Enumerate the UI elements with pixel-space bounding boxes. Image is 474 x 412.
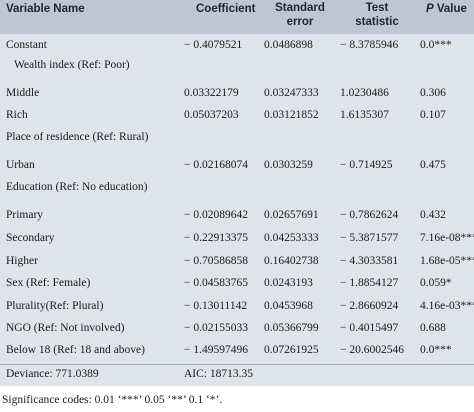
row-name: Below 18 (Ref: 18 and above): [6, 344, 145, 356]
group-label: Education (Ref: No education): [6, 181, 148, 193]
row-standard-error: 0.0303259: [264, 159, 313, 171]
table-row: Higher − 0.70586858 0.16402738 − 4.30335…: [0, 252, 474, 274]
header-ts-line2: statistic: [355, 16, 399, 28]
row-p-value: 1.68e-05***: [420, 255, 474, 267]
table-row: Middle 0.03322179 0.03247333 1.0230486 0…: [0, 84, 474, 106]
table-row: Secondary − 0.22913375 0.04253333 − 5.38…: [0, 229, 474, 251]
header-p-rest: Value: [433, 3, 467, 15]
table-row: Below 18 (Ref: 18 and above) − 1.4959749…: [0, 341, 474, 363]
row-test-statistic: − 0.4015497: [340, 322, 399, 334]
header-variable-name: Variable Name: [6, 3, 85, 15]
row-p-value: 0.0***: [420, 39, 452, 51]
header-se-line1: Standard: [275, 2, 325, 14]
row-standard-error: 0.0453968: [264, 300, 313, 312]
row-name: Secondary: [6, 232, 55, 244]
row-p-value: 0.306: [420, 87, 446, 99]
row-p-value: 0.0***: [420, 344, 452, 356]
row-standard-error: 0.02657691: [264, 209, 319, 221]
row-standard-error: 0.07261925: [264, 344, 319, 356]
header-se-line2: error: [286, 16, 314, 28]
aic-value: AIC: 18713.35: [184, 368, 253, 380]
row-test-statistic: − 0.7862624: [340, 209, 399, 221]
row-standard-error: 0.0486898: [264, 39, 313, 51]
row-coefficient: − 0.04583765: [184, 277, 248, 289]
row-standard-error: 0.04253333: [264, 232, 319, 244]
row-coefficient: − 0.02168074: [184, 159, 248, 171]
row-p-value: 0.688: [420, 322, 446, 334]
deviance-value: Deviance: 771.0389: [6, 368, 99, 380]
header-p-italic: P: [426, 3, 434, 15]
row-p-value: 0.432: [420, 209, 446, 221]
table-row: Urban − 0.02168074 0.0303259 − 0.714925 …: [0, 156, 474, 178]
row-name: Primary: [6, 209, 44, 221]
row-standard-error: 0.03247333: [264, 87, 319, 99]
group-label: Wealth index (Ref: Poor): [14, 59, 130, 71]
group-label: Place of residence (Ref: Rural): [6, 131, 149, 143]
row-test-statistic: − 1.8854127: [340, 277, 399, 289]
row-coefficient: − 1.49597496: [184, 344, 248, 356]
row-name: Sex (Ref: Female): [6, 277, 91, 289]
row-coefficient: − 0.4079521: [184, 39, 243, 51]
row-test-statistic: 1.6135307: [340, 109, 389, 121]
group-heading: Wealth index (Ref: Poor): [0, 56, 474, 78]
header-p-value: P Value: [426, 3, 467, 15]
row-standard-error: 0.0243193: [264, 277, 313, 289]
row-name: Middle: [6, 87, 40, 99]
row-test-statistic: − 8.3785946: [340, 39, 399, 51]
row-name: Higher: [6, 255, 38, 267]
row-coefficient: − 0.70586858: [184, 255, 248, 267]
row-name: NGO (Ref: Not involved): [6, 322, 125, 334]
row-coefficient: − 0.13011142: [184, 300, 248, 312]
table-header: Variable Name Coefficient Standard error …: [0, 0, 474, 34]
row-test-statistic: − 2.8660924: [340, 300, 399, 312]
table-footer: Deviance: 771.0389 AIC: 18713.35: [0, 364, 474, 386]
row-test-statistic: − 5.3871577: [340, 232, 399, 244]
row-coefficient: 0.03322179: [184, 87, 239, 99]
row-name: Rich: [6, 109, 28, 121]
row-coefficient: − 0.02089642: [184, 209, 248, 221]
row-name: Urban: [6, 159, 35, 171]
row-standard-error: 0.16402738: [264, 255, 319, 267]
row-coefficient: 0.05037203: [184, 109, 239, 121]
row-test-statistic: 1.0230486: [340, 87, 389, 99]
table-row: Primary − 0.02089642 0.02657691 − 0.7862…: [0, 206, 474, 228]
table-row: Rich 0.05037203 0.03121852 1.6135307 0.1…: [0, 106, 474, 128]
group-heading: Place of residence (Ref: Rural): [0, 128, 474, 150]
row-coefficient: − 0.02155033: [184, 322, 248, 334]
table-row: Constant − 0.4079521 0.0486898 − 8.37859…: [0, 36, 474, 58]
table-row: Plurality(Ref: Plural) − 0.13011142 0.04…: [0, 297, 474, 319]
table-body: Constant − 0.4079521 0.0486898 − 8.37859…: [0, 34, 474, 364]
row-p-value: 0.107: [420, 109, 446, 121]
row-p-value: 7.16e-08***: [420, 232, 474, 244]
row-standard-error: 0.03121852: [264, 109, 319, 121]
header-test-statistic: Test statistic: [341, 1, 413, 29]
row-test-statistic: − 20.6002546: [340, 344, 404, 356]
row-coefficient: − 0.22913375: [184, 232, 248, 244]
row-test-statistic: − 0.714925: [340, 159, 393, 171]
table-row: NGO (Ref: Not involved) − 0.02155033 0.0…: [0, 319, 474, 341]
row-p-value: 0.475: [420, 159, 446, 171]
row-test-statistic: − 4.3033581: [340, 255, 399, 267]
table-row: Sex (Ref: Female) − 0.04583765 0.0243193…: [0, 274, 474, 296]
header-ts-line1: Test: [365, 2, 389, 14]
row-standard-error: 0.05366799: [264, 322, 319, 334]
row-name: Constant: [6, 39, 47, 51]
row-name: Plurality(Ref: Plural): [6, 300, 104, 312]
significance-codes: Significance codes: 0.01 ‘***’ 0.05 ‘**’…: [2, 394, 223, 406]
group-heading: Education (Ref: No education): [0, 178, 474, 200]
header-coefficient: Coefficient: [196, 3, 256, 15]
header-standard-error: Standard error: [270, 1, 330, 29]
row-p-value: 4.16e-03***: [420, 300, 474, 312]
row-p-value: 0.059*: [420, 277, 452, 289]
